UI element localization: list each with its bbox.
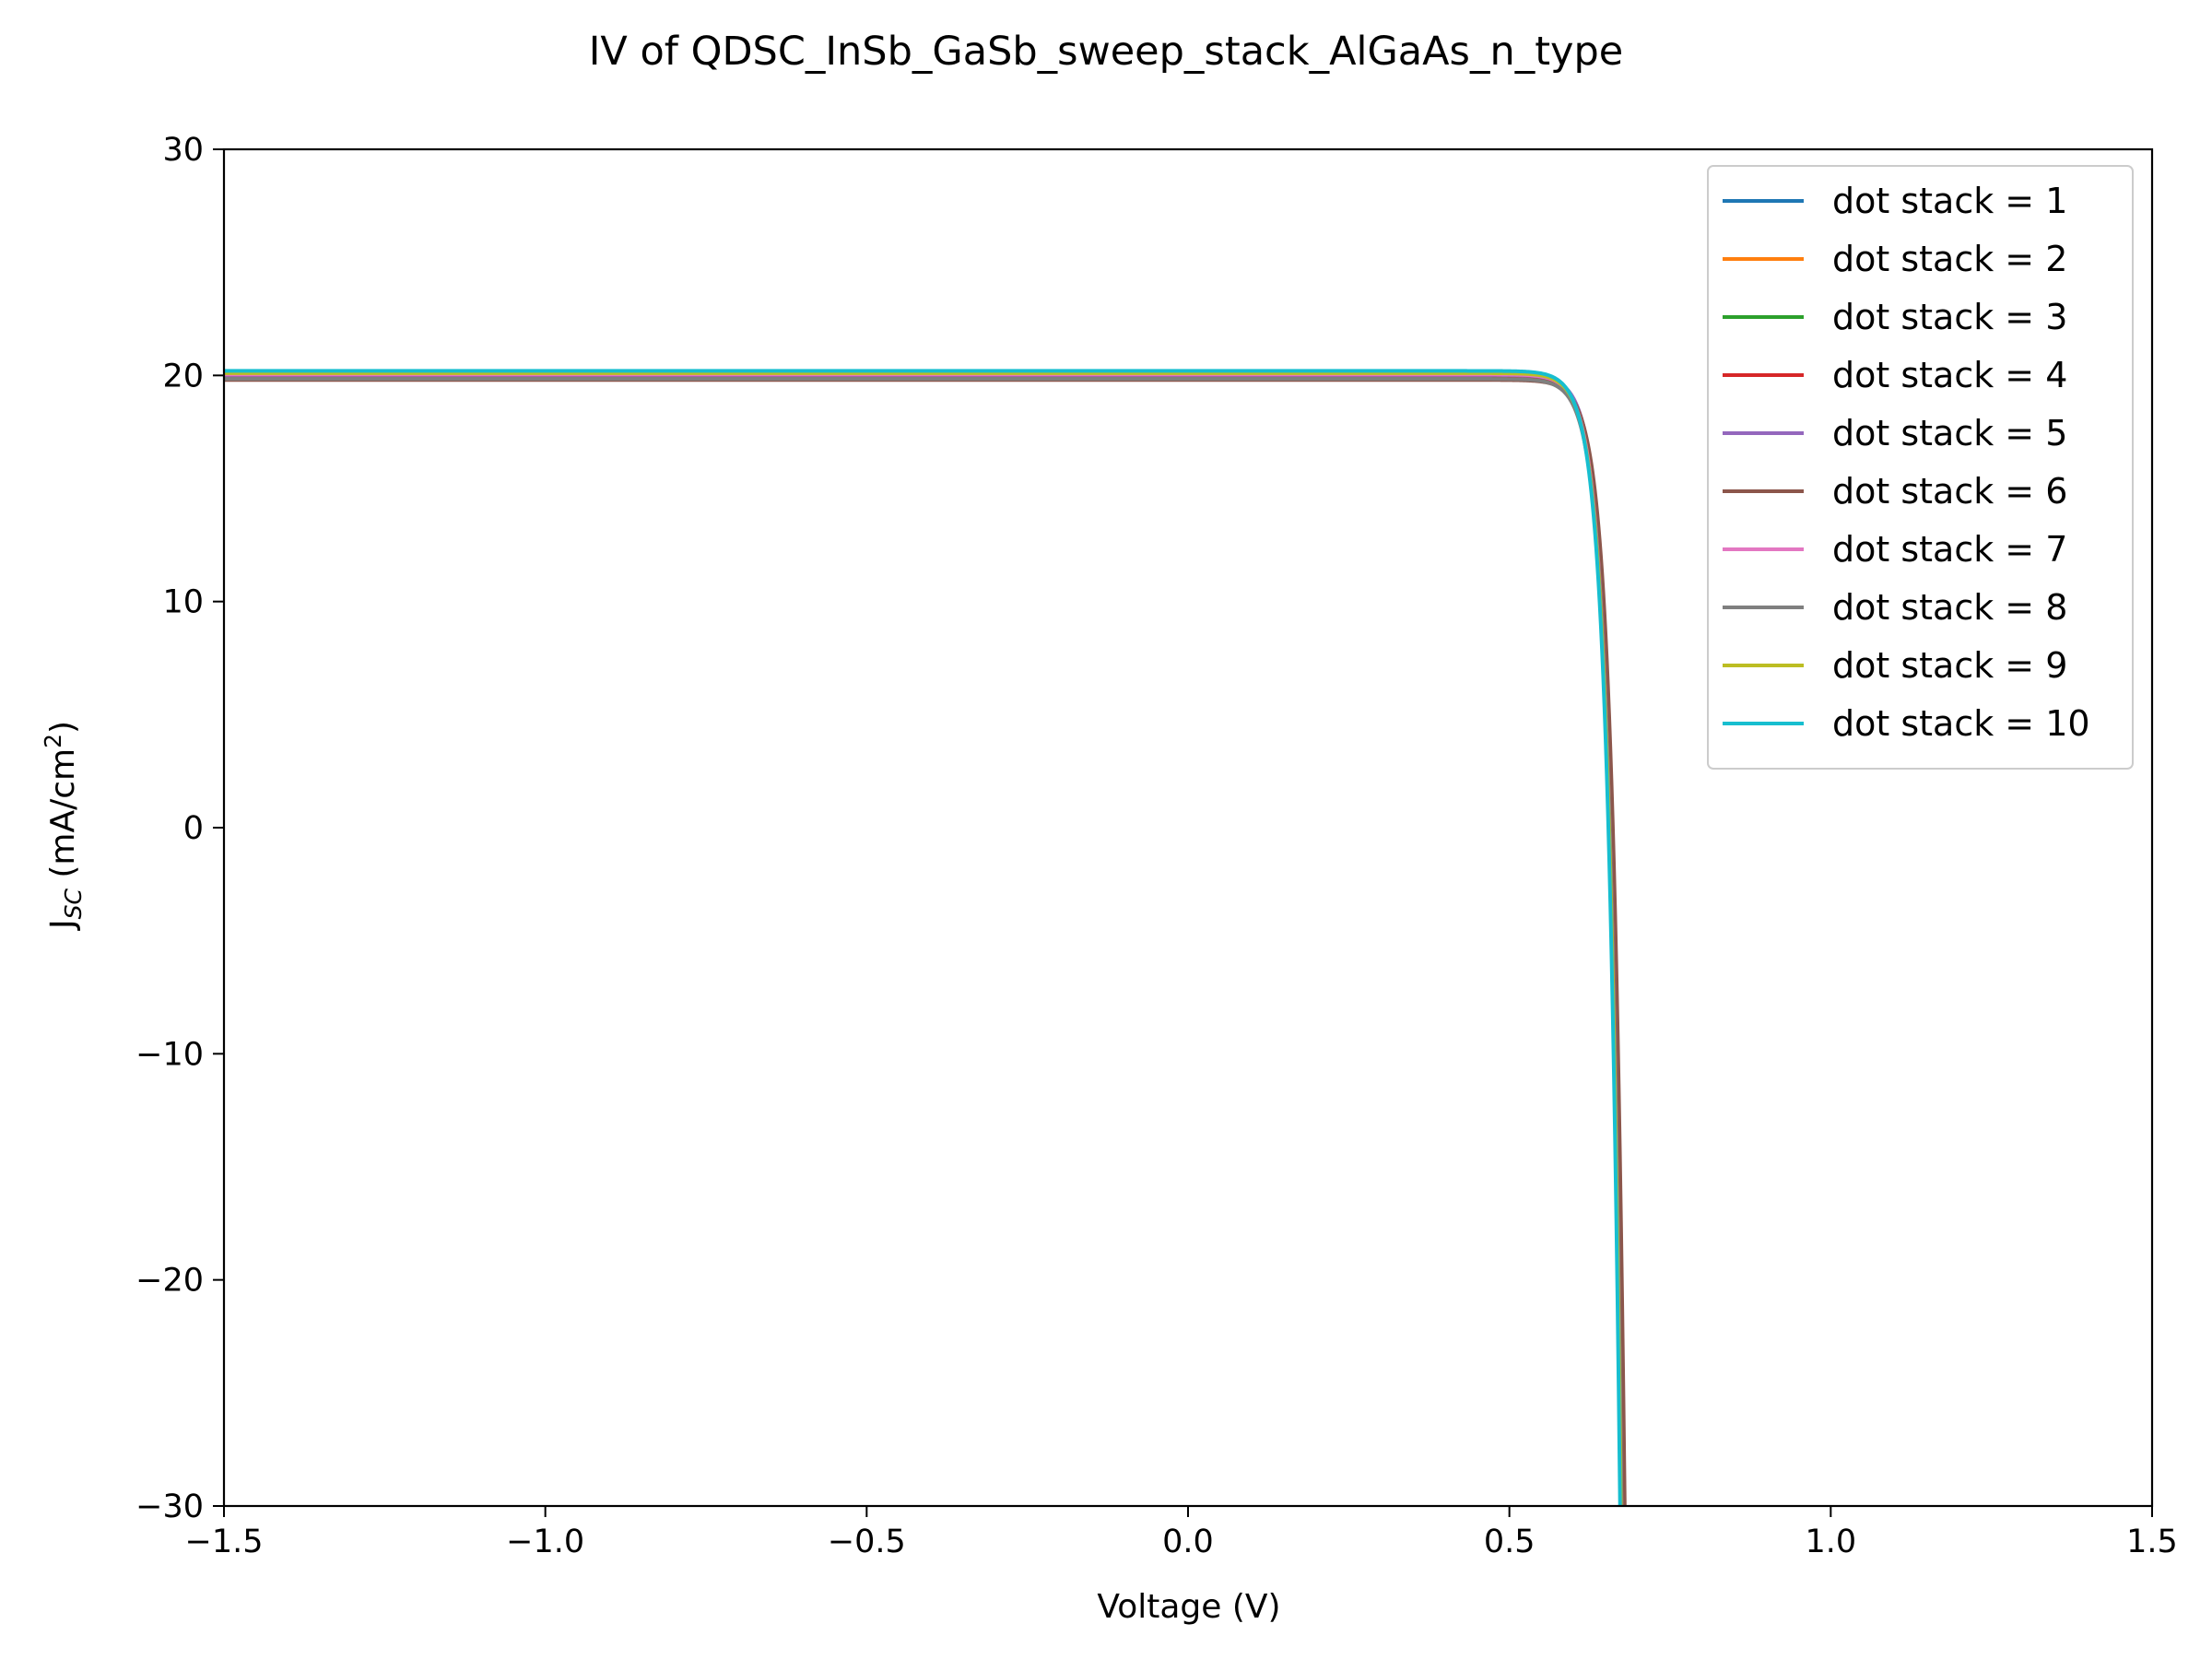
y-axis-title-main: J: [44, 919, 82, 931]
legend-label-6: dot stack = 6: [1832, 471, 2067, 512]
x-tick-label: 0.0: [1162, 1524, 1214, 1560]
y-tick-label: 20: [162, 358, 204, 394]
series-line-4: [224, 373, 1626, 1506]
x-axis-title: Voltage (V): [1097, 1588, 1280, 1626]
y-tick-label: 10: [162, 584, 204, 621]
legend-label-1: dot stack = 1: [1832, 181, 2067, 221]
legend-frame: [1707, 165, 2134, 770]
legend-label-2: dot stack = 2: [1832, 239, 2067, 279]
legend-label-3: dot stack = 3: [1832, 297, 2067, 337]
series-layer: [224, 369, 1627, 1506]
series-line-2: [224, 374, 1625, 1506]
x-tick-label: 1.0: [1805, 1524, 1856, 1560]
y-tick-label: 30: [162, 132, 204, 169]
y-axis-title-unit: (mA/cm: [44, 748, 82, 888]
series-line-3: [224, 373, 1625, 1506]
legend-label-5: dot stack = 5: [1832, 413, 2067, 453]
y-axis-title: JSC (mA/cm2): [40, 721, 87, 931]
series-line-8: [224, 377, 1624, 1506]
x-tick-label: −1.0: [506, 1524, 584, 1560]
x-axis-ticks: −1.5 −1.0 −0.5 0.0 0.5 1.0 1.5: [185, 1506, 2178, 1560]
y-tick-label: −10: [135, 1036, 204, 1073]
series-line-9: [224, 371, 1623, 1506]
legend-label-9: dot stack = 9: [1832, 645, 2067, 686]
legend-label-4: dot stack = 4: [1832, 355, 2067, 395]
y-tick-label: −20: [135, 1263, 204, 1300]
x-tick-label: −0.5: [828, 1524, 906, 1560]
y-tick-label: 0: [183, 810, 204, 847]
y-axis-ticks: −30 −20 −10 0 10 20 30: [135, 132, 224, 1525]
y-axis-title-superscript: 2: [40, 734, 66, 748]
series-line-10: [224, 369, 1622, 1506]
legend: dot stack = 1 dot stack = 2 dot stack = 3 d…: [1707, 165, 2134, 770]
series-line-6: [224, 378, 1627, 1506]
series-line-1: [224, 375, 1624, 1506]
x-tick-label: −1.5: [185, 1524, 264, 1560]
legend-label-7: dot stack = 7: [1832, 529, 2067, 570]
x-tick-label: 1.5: [2126, 1524, 2178, 1560]
series-line-5: [224, 372, 1626, 1506]
y-axis-title-subscript: SC: [60, 888, 87, 920]
x-tick-label: 0.5: [1484, 1524, 1535, 1560]
y-axis-title-close: ): [44, 721, 82, 734]
y-tick-label: −30: [135, 1488, 204, 1525]
series-line-7: [224, 372, 1624, 1506]
legend-label-10: dot stack = 10: [1832, 703, 2090, 744]
chart-title: IV of QDSC_InSb_GaSb_sweep_stack_AlGaAs_…: [589, 29, 1624, 75]
legend-label-8: dot stack = 8: [1832, 587, 2067, 628]
